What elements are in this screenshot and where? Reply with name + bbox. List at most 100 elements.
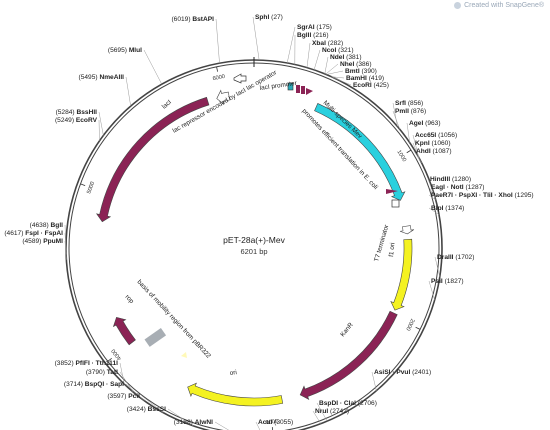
- label-lacI: lacI: [161, 99, 173, 111]
- site-paer7i: PaeR7I · PspXI · TliI · XhoI (1295): [431, 192, 534, 199]
- leader-ecori: [332, 76, 352, 86]
- leader-nhei: [325, 63, 339, 75]
- plasmid-name: pET-28a(+)-Mev: [223, 235, 285, 245]
- site-draiii: DraIII (1702): [437, 254, 474, 261]
- label-kanr: KanR: [339, 321, 355, 338]
- leader-ahdi: [413, 150, 422, 164]
- leader-blpi: [428, 207, 440, 215]
- label-rop: rop: [124, 294, 136, 306]
- plasmid-length: 6201 bp: [240, 247, 267, 256]
- leader-paer7i: [428, 194, 436, 201]
- site-name: PflFI · Tth111I: [75, 360, 118, 367]
- site-ppumi: (4589) PpuMI: [22, 238, 63, 245]
- site-asisi: AsiSI · PvuI (2401): [374, 369, 431, 376]
- site-name: EcoRI: [353, 82, 374, 89]
- site-position: (321): [338, 47, 353, 54]
- ori-start-marker: [181, 352, 187, 358]
- leader-agei: [406, 122, 410, 143]
- leader-alwni: [214, 421, 229, 430]
- site-position: (876): [411, 108, 426, 115]
- site-bglii: BglII (216): [297, 32, 329, 39]
- site-position: (3055): [274, 419, 293, 426]
- tick-label: 5000: [86, 181, 96, 195]
- site-position: (1827): [445, 278, 464, 285]
- site-blpi: BlpI (1374): [431, 205, 464, 212]
- site-position: (963): [425, 120, 440, 127]
- leader-draiii: [434, 256, 441, 277]
- site-bamhi: BamHI (419): [346, 75, 384, 82]
- site-position: (1087): [432, 148, 451, 155]
- site-acui: AcuI (3055): [258, 419, 293, 426]
- site-nmeaiii: (5495) NmeAIII: [79, 74, 125, 81]
- marker-teal-square: [287, 82, 294, 91]
- site-position: (390): [361, 68, 376, 75]
- site-position: (27): [271, 14, 283, 21]
- site-pcii: (3597) PciI: [107, 393, 140, 400]
- feature-mcs: [314, 103, 406, 201]
- t7-terminator-box: [391, 199, 400, 208]
- site-name: AhdI: [416, 148, 432, 155]
- leader-bstapi: [215, 18, 220, 64]
- site-name: NruI: [315, 408, 330, 415]
- marker-magenta-a: [296, 85, 300, 93]
- site-position: (5249): [55, 117, 76, 124]
- site-ncoi: NcoI (321): [322, 47, 354, 54]
- site-bstapi: (6019) BstAPI: [171, 16, 214, 23]
- site-name: AsiSI · PvuI: [374, 369, 412, 376]
- feature-t7-term: [399, 225, 415, 235]
- watermark-text: Created with SnapGene®: [464, 2, 544, 9]
- site-bsshii: (5284) BssHII: [56, 109, 98, 116]
- tick-mark: [107, 357, 112, 362]
- site-name: XbaI: [312, 40, 328, 47]
- site-name: AgeI: [409, 120, 425, 127]
- site-psii: PsiI (1827): [431, 278, 464, 285]
- site-name: PaeR7I · PspXI · TliI · XhoI: [431, 192, 515, 199]
- leader-srfi: [392, 102, 398, 127]
- site-tati: (3790) TatI: [86, 369, 118, 376]
- site-name: Acc65I: [415, 132, 438, 139]
- site-name: AlwNI: [195, 419, 213, 426]
- site-ndei: NdeI (381): [330, 54, 362, 61]
- site-position: (175): [316, 24, 331, 31]
- tick-label: 6000: [212, 74, 225, 82]
- site-name: BglI: [51, 222, 64, 229]
- site-pflfi: (3852) PflFI · Tth111I: [55, 360, 119, 367]
- leader-sgrai: [286, 26, 296, 64]
- site-position: (4617): [4, 230, 25, 237]
- site-name: TatI: [107, 369, 118, 376]
- site-position: (1060): [431, 140, 450, 147]
- site-name: MluI: [129, 47, 142, 54]
- site-position: (3714): [64, 381, 85, 388]
- lacI-promoter-arrow: [233, 73, 247, 84]
- leader-bspdi: [316, 402, 328, 422]
- site-bspdi: BspDI · ClaI (2706): [319, 400, 377, 407]
- site-name: PmlI: [395, 108, 411, 115]
- leader-eagi: [428, 186, 436, 199]
- site-name: PsiI: [431, 278, 445, 285]
- snapgene-watermark: Created with SnapGene®: [454, 2, 544, 9]
- site-name: BmtI: [345, 68, 361, 75]
- site-name: SphI: [255, 14, 271, 21]
- site-name: FspI · FspAI: [25, 230, 63, 237]
- site-acc65i: Acc65I (1056): [415, 132, 457, 139]
- tick-label: 1000: [395, 149, 407, 163]
- site-position: (1374): [445, 205, 464, 212]
- site-name: PpuMI: [43, 238, 63, 245]
- site-position: (216): [313, 32, 328, 39]
- tick-mark: [406, 149, 412, 154]
- feature-ori: [187, 382, 284, 407]
- feature-kanr: [299, 310, 398, 401]
- site-name: NdeI: [330, 54, 346, 61]
- feature-f1-ori: [390, 238, 413, 311]
- site-leader-lines: [64, 16, 441, 430]
- leader-nmeaiii: [125, 76, 131, 107]
- feature-lacI-promoter: [216, 89, 230, 105]
- site-name: SgrAI: [297, 24, 316, 31]
- tick-label: 2000: [404, 317, 415, 331]
- leader-xbai: [306, 42, 311, 68]
- site-srfi: SrfI (856): [395, 100, 423, 107]
- site-name: BspDI · ClaI: [319, 400, 358, 407]
- site-name: NmeAIII: [99, 74, 124, 81]
- site-mlui: (5695) MluI: [108, 47, 142, 54]
